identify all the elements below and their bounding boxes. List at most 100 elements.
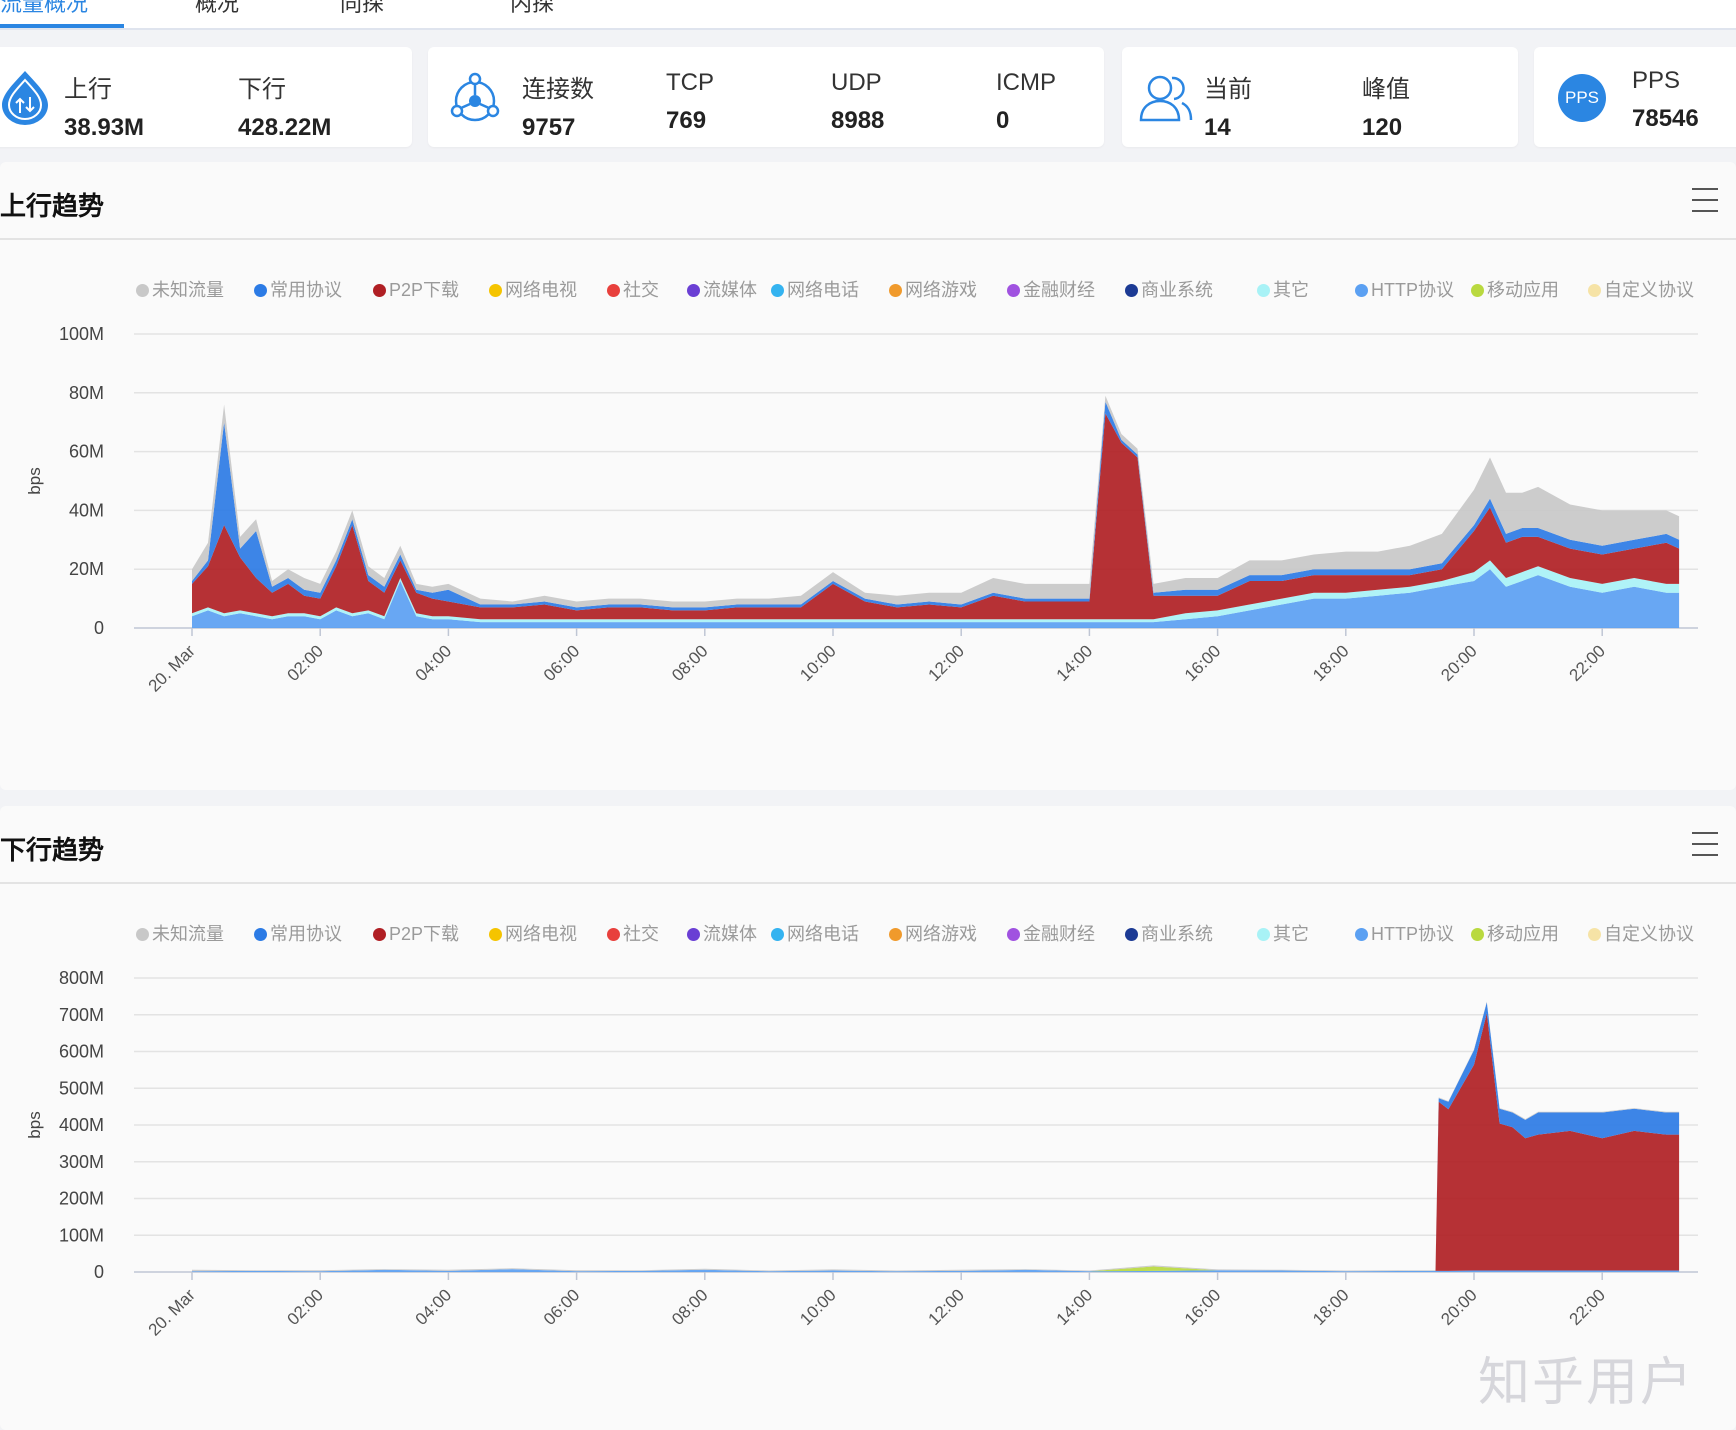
tab-overview[interactable]: 概况 <box>195 0 240 16</box>
pps-icon: PPS <box>1558 74 1606 122</box>
x-tick-label: 08:00 <box>668 1285 712 1329</box>
legend-item[interactable]: 流媒体 <box>687 920 757 946</box>
menu-icon[interactable] <box>1692 188 1718 212</box>
downstream-stat: 下行 428.22M <box>238 69 331 142</box>
legend-dot-icon <box>1257 284 1270 297</box>
legend-item[interactable]: 金融财经 <box>1007 920 1095 946</box>
legend-label: 金融财经 <box>1023 280 1095 300</box>
area-series-1[interactable] <box>192 569 1680 628</box>
legend-item[interactable]: 社交 <box>607 276 659 302</box>
legend-item[interactable]: P2P下载 <box>373 276 459 302</box>
y-axis-label: bps <box>25 467 44 494</box>
legend-item[interactable]: 网络电视 <box>489 920 577 946</box>
legend-label: 网络游戏 <box>905 280 977 300</box>
x-tick-label: 22:00 <box>1566 1285 1610 1329</box>
area-series-3[interactable] <box>192 1013 1680 1272</box>
x-tick-label: 20. Mar <box>145 641 199 695</box>
legend-label: 网络电话 <box>787 924 859 944</box>
tab-peer-probe[interactable]: 同探 <box>340 0 385 16</box>
legend-dot-icon <box>889 928 902 941</box>
updown-card: 上行 38.93M 下行 428.22M <box>0 47 412 147</box>
divider <box>0 238 1736 240</box>
legend-dot-icon <box>1007 284 1020 297</box>
active-tab-indicator <box>0 24 124 28</box>
legend-item[interactable]: 常用协议 <box>254 920 342 946</box>
tab-traffic-overview[interactable]: 流量概况 <box>0 0 89 16</box>
legend-dot-icon <box>1471 928 1484 941</box>
legend-item[interactable]: 未知流量 <box>136 276 224 302</box>
divider <box>0 882 1736 884</box>
legend-item[interactable]: 网络游戏 <box>889 920 977 946</box>
pps-label: PPS <box>1632 67 1681 94</box>
upstream-value: 38.93M <box>64 114 145 141</box>
tcp-label: TCP <box>666 69 714 96</box>
legend-item[interactable]: HTTP协议 <box>1355 920 1454 946</box>
y-tick-label: 0 <box>94 618 104 638</box>
legend-item[interactable]: 其它 <box>1257 920 1309 946</box>
legend-label: 流媒体 <box>703 280 757 300</box>
pps-stat: PPS 78546 <box>1632 67 1699 133</box>
y-tick-label: 80M <box>69 383 104 403</box>
legend-label: HTTP协议 <box>1371 924 1454 944</box>
x-tick-label: 14:00 <box>1053 641 1097 685</box>
legend-item[interactable]: 移动应用 <box>1471 920 1559 946</box>
y-tick-label: 200M <box>59 1189 104 1209</box>
downstream-trend-panel: 下行趋势 未知流量 常用协议 P2P下载 网络电视 社交 流媒体 网络电话 网络游戏 金融财经 商… <box>0 806 1736 1430</box>
area-series-1[interactable] <box>192 1269 1680 1272</box>
y-tick-label: 60M <box>69 442 104 462</box>
legend-dot-icon <box>1125 928 1138 941</box>
legend-dot-icon <box>771 928 784 941</box>
panel-title: 上行趋势 <box>0 191 105 221</box>
legend-item[interactable]: 商业系统 <box>1125 276 1213 302</box>
tab-internal-probe[interactable]: 内探 <box>510 0 555 16</box>
peak-users-label: 峰值 <box>1362 76 1410 103</box>
legend-item[interactable]: 移动应用 <box>1471 276 1559 302</box>
legend-item[interactable]: 网络电话 <box>771 276 859 302</box>
network-nodes-icon <box>450 72 500 122</box>
legend-item[interactable]: 自定义协议 <box>1588 920 1694 946</box>
x-tick-label: 18:00 <box>1309 641 1353 685</box>
y-tick-label: 20M <box>69 559 104 579</box>
legend-label: 其它 <box>1273 924 1309 944</box>
upstream-stat: 上行 38.93M <box>64 69 144 142</box>
x-tick-label: 18:00 <box>1309 1285 1353 1329</box>
legend-item[interactable]: 金融财经 <box>1007 276 1095 302</box>
legend-dot-icon <box>687 928 700 941</box>
area-series-3[interactable] <box>192 413 1680 620</box>
menu-icon[interactable] <box>1692 832 1718 856</box>
legend-dot-icon <box>373 928 386 941</box>
connections-total-stat: 连接数 9757 <box>522 69 594 142</box>
upstream-trend-panel: 上行趋势 未知流量 常用协议 P2P下载 网络电视 社交 流媒体 网络电话 网络游戏 金融财经 商… <box>0 162 1736 790</box>
peak-users-stat: 峰值 120 <box>1362 69 1410 142</box>
legend-dot-icon <box>489 284 502 297</box>
current-users-stat: 当前 14 <box>1204 69 1252 142</box>
legend-item[interactable]: 自定义协议 <box>1588 276 1694 302</box>
legend-item[interactable]: 网络电视 <box>489 276 577 302</box>
x-tick-label: 10:00 <box>796 641 840 685</box>
legend-label: 网络游戏 <box>905 924 977 944</box>
legend-item[interactable]: 网络游戏 <box>889 276 977 302</box>
x-tick-label: 12:00 <box>925 1285 969 1329</box>
legend-item[interactable]: 流媒体 <box>687 276 757 302</box>
legend-label: 移动应用 <box>1487 280 1559 300</box>
icmp-label: ICMP <box>996 69 1056 96</box>
legend-label: 未知流量 <box>152 924 224 944</box>
legend-item[interactable]: HTTP协议 <box>1355 276 1454 302</box>
legend-item[interactable]: 常用协议 <box>254 276 342 302</box>
legend-item[interactable]: 其它 <box>1257 276 1309 302</box>
legend-item[interactable]: 商业系统 <box>1125 920 1213 946</box>
x-tick-label: 20:00 <box>1437 1285 1481 1329</box>
area-series-2[interactable] <box>192 560 1680 623</box>
tab-bar: 流量概况 概况 同探 内探 <box>0 0 1736 30</box>
legend-label: 商业系统 <box>1141 280 1213 300</box>
legend-label: 移动应用 <box>1487 924 1559 944</box>
upload-download-icon <box>2 71 48 125</box>
legend-item[interactable]: 网络电话 <box>771 920 859 946</box>
legend-dot-icon <box>1588 928 1601 941</box>
legend-item[interactable]: 社交 <box>607 920 659 946</box>
legend-label: 自定义协议 <box>1604 280 1694 300</box>
legend-item[interactable]: P2P下载 <box>373 920 459 946</box>
x-tick-label: 04:00 <box>412 1285 456 1329</box>
legend-item[interactable]: 未知流量 <box>136 920 224 946</box>
y-tick-label: 300M <box>59 1152 104 1172</box>
